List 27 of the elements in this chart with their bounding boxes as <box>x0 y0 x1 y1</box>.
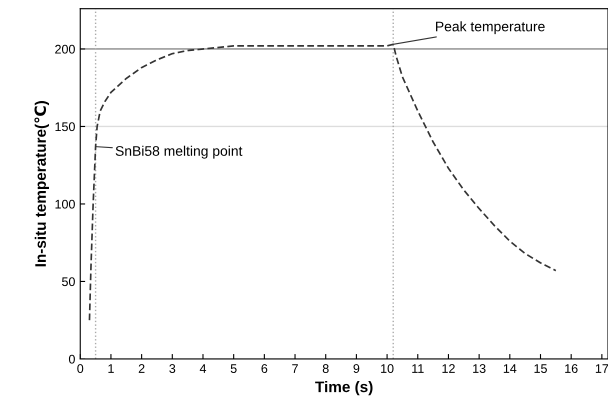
x-tick-label: 7 <box>292 364 298 373</box>
x-axis-title: Time (s) <box>315 381 373 396</box>
y-axis-title: In-situ temperature(℃) <box>34 101 49 266</box>
x-tick-label: 10 <box>381 364 394 373</box>
x-tick-label: 13 <box>473 364 486 373</box>
x-tick-label: 4 <box>200 364 206 373</box>
x-tick-label: 1 <box>108 364 114 373</box>
y-tick-label: 50 <box>62 277 75 286</box>
x-tick-label: 6 <box>262 364 268 373</box>
x-tick-label: 16 <box>565 364 578 373</box>
x-tick-label: 11 <box>412 364 424 373</box>
y-tick-label: 0 <box>68 354 75 364</box>
y-tick-label: 200 <box>55 44 75 54</box>
x-tick-label: 17 <box>596 364 608 373</box>
y-tick-label: 100 <box>55 200 75 209</box>
x-tick-label: 5 <box>230 364 237 373</box>
x-tick-label: 2 <box>138 364 144 373</box>
x-tick-label: 12 <box>442 364 455 373</box>
annotation: SnBi58 melting point <box>116 146 242 159</box>
x-tick-label: 8 <box>322 364 329 373</box>
annotation: Peak temperature <box>436 21 545 34</box>
x-tick-label: 9 <box>354 364 360 373</box>
x-tick-label: 3 <box>169 364 176 373</box>
x-tick-label: 14 <box>504 364 516 373</box>
x-tick-label: 0 <box>77 364 84 373</box>
x-tick-label: 15 <box>534 364 547 373</box>
y-tick-label: 150 <box>55 122 75 132</box>
